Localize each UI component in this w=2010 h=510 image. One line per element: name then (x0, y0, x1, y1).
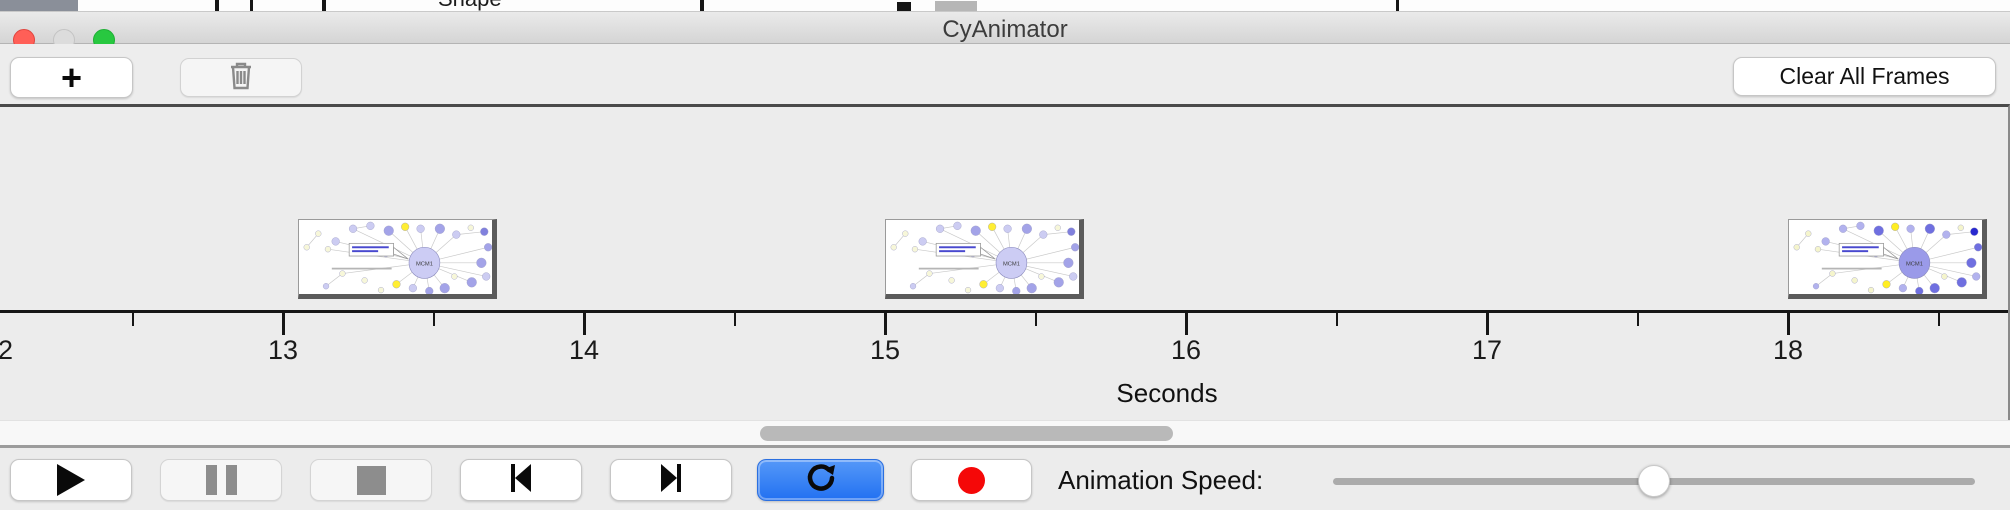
animation-speed-slider[interactable] (1333, 465, 1975, 497)
record-icon (958, 466, 985, 494)
delete-frame-button[interactable] (180, 58, 302, 97)
playback-controls: Animation Speed: (0, 445, 2010, 510)
title-bar: CyAnimator (0, 12, 2010, 51)
background-glyph (935, 1, 977, 11)
background-glyph (897, 2, 911, 11)
svg-text:MCM1: MCM1 (1906, 261, 1923, 267)
axis-tick (1937, 313, 1940, 326)
axis-tick-label: 14 (568, 335, 600, 365)
axis-tick (1335, 313, 1338, 326)
clear-all-frames-label: Clear All Frames (1779, 63, 1950, 89)
time-axis (0, 310, 2008, 313)
background-glyph (700, 0, 704, 11)
plus-icon: + (60, 56, 83, 98)
pause-icon (205, 465, 237, 495)
background-app-strip: Shape (0, 0, 2010, 12)
axis-tick (733, 313, 736, 326)
axis-tick (1486, 313, 1489, 335)
svg-text:MCM1: MCM1 (1003, 261, 1020, 267)
scrollbar-thumb[interactable] (760, 426, 1173, 441)
axis-tick (884, 313, 887, 335)
axis-tick (432, 313, 435, 326)
axis-tick-label: 18 (1772, 335, 1804, 365)
pause-button[interactable] (160, 459, 282, 501)
background-toolbar-fragment (0, 0, 78, 11)
background-glyph (215, 0, 219, 11)
axis-tick (1185, 313, 1188, 335)
axis-tick (131, 313, 134, 326)
background-glyph (1396, 0, 1399, 11)
animation-speed-label: Animation Speed: (1058, 465, 1264, 495)
window-title: CyAnimator (942, 16, 1068, 43)
axis-title: Seconds (1116, 378, 1218, 408)
axis-tick-label: 13 (267, 335, 299, 365)
skip-to-start-icon (505, 462, 537, 499)
skip-to-end-button[interactable] (610, 459, 732, 501)
keyframe-thumbnail[interactable]: MCM1 (298, 219, 498, 299)
axis-tick (583, 313, 586, 335)
axis-tick (1034, 313, 1037, 326)
axis-tick (282, 313, 285, 335)
axis-tick (1636, 313, 1639, 326)
add-frame-button[interactable]: + (10, 57, 133, 98)
stop-icon (356, 465, 386, 495)
play-icon (57, 464, 85, 496)
play-button[interactable] (10, 459, 132, 501)
horizontal-scrollbar[interactable] (0, 420, 2010, 445)
axis-tick-label: 17 (1471, 335, 1503, 365)
background-glyph (322, 0, 326, 11)
keyframe-thumbnail[interactable]: MCM1 (1788, 219, 1987, 299)
toolbar: + Clear All Frames (0, 44, 2010, 104)
timeline-panel[interactable]: 12 13 14 15 16 17 18 Seconds MCM1 MCM1 MCM1 (0, 104, 2010, 420)
axis-tick-label: 16 (1170, 335, 1202, 365)
svg-text:MCM1: MCM1 (416, 261, 433, 267)
loop-icon (804, 461, 838, 500)
loop-button[interactable] (757, 459, 884, 501)
trash-icon (226, 59, 256, 96)
background-clipped-label: Shape (438, 0, 502, 11)
record-button[interactable] (911, 459, 1032, 501)
axis-tick-label: 15 (869, 335, 901, 365)
keyframe-thumbnail[interactable]: MCM1 (885, 219, 1084, 299)
axis-tick (1787, 313, 1790, 335)
clear-all-frames-button[interactable]: Clear All Frames (1733, 57, 1996, 96)
skip-to-end-icon (655, 462, 687, 499)
skip-to-start-button[interactable] (460, 459, 582, 501)
axis-tick-label: 12 (0, 335, 28, 366)
stop-button[interactable] (310, 459, 432, 501)
speed-slider-thumb[interactable] (1638, 465, 1670, 497)
background-glyph (250, 0, 253, 11)
